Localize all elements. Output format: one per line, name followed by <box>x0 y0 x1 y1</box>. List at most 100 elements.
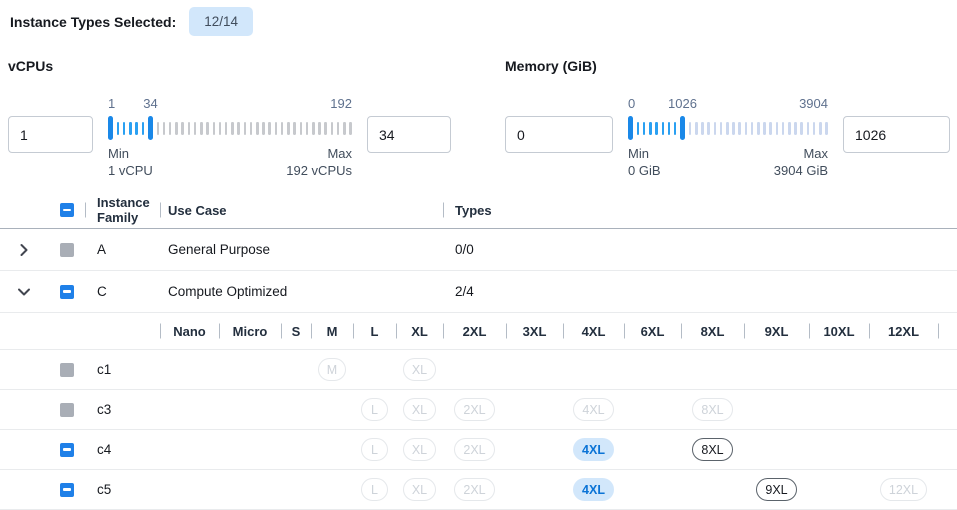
slider-tick <box>732 121 735 135</box>
memory-filter: Memory (GiB) 0 1026 3904 Min 0 GiB Max <box>505 58 950 179</box>
vcpu-min-input[interactable] <box>8 116 93 153</box>
slider-tick <box>788 121 791 135</box>
slider-tick <box>763 121 766 135</box>
memory-min-input[interactable] <box>505 116 613 153</box>
slider-tick <box>667 121 671 135</box>
size-chip-8xl: 8XL <box>692 398 733 421</box>
slider-tick <box>806 121 810 135</box>
vcpu-max-input[interactable] <box>367 116 451 153</box>
slider-tick <box>812 121 816 135</box>
size-column-label: 3XL <box>522 323 547 339</box>
types-column-header: Types <box>443 192 957 228</box>
slider-tick <box>287 121 290 135</box>
instance-checkbox[interactable] <box>59 442 74 457</box>
slider-tick <box>280 121 284 135</box>
slider-tick <box>162 121 166 135</box>
slider-handle-max[interactable] <box>147 116 153 140</box>
slider-tick <box>318 121 321 135</box>
family-checkbox <box>59 242 74 257</box>
size-column-label: Micro <box>232 323 268 339</box>
slider-tick <box>324 121 327 135</box>
slider-tick <box>231 121 234 135</box>
table-header-row: Instance Family Use Case Types <box>0 192 957 229</box>
vcpu-min-label: Min <box>108 146 129 161</box>
size-chip-m: M <box>317 358 347 381</box>
slider-tick <box>719 121 723 135</box>
memory-slider: 0 1026 3904 Min 0 GiB Max 3904 GiB <box>628 96 828 179</box>
memory-scale-low: 0 <box>628 96 636 111</box>
family-row-c: C Compute Optimized 2/4 <box>0 271 957 313</box>
size-column-label: 9XL <box>764 323 789 339</box>
slider-tick <box>175 121 178 135</box>
slider-tick <box>825 121 828 135</box>
slider-tick <box>122 121 126 135</box>
family-checkbox[interactable] <box>59 284 74 299</box>
slider-handle-min[interactable] <box>108 116 113 140</box>
memory-min-label: Min <box>628 146 649 161</box>
selected-count-bar: Instance Types Selected: 12/14 <box>10 7 254 36</box>
slider-tick <box>655 121 658 135</box>
size-column-6xl: 6XL <box>624 313 681 349</box>
size-column-label: 6XL <box>640 323 665 339</box>
instance-checkbox <box>59 362 74 377</box>
size-header-end-divider <box>938 313 950 349</box>
size-column-2xl: 2XL <box>443 313 506 349</box>
size-chip-4xl: 4XL <box>573 398 614 421</box>
size-chip-xl: XL <box>402 398 437 421</box>
size-chip-4xl[interactable]: 4XL <box>573 438 614 461</box>
size-column-12xl: 12XL <box>869 313 938 349</box>
slider-handle-min[interactable] <box>628 116 633 140</box>
size-column-label: L <box>370 323 379 339</box>
slider-tick <box>262 121 265 135</box>
vcpu-filter-title: vCPUs <box>8 58 54 74</box>
size-chip-9xl[interactable]: 9XL <box>756 478 797 501</box>
selected-count-badge: 12/14 <box>189 7 254 36</box>
slider-tick <box>744 121 748 135</box>
slider-tick <box>168 121 172 135</box>
collapse-chevron-icon[interactable] <box>16 283 33 300</box>
slider-tick <box>200 121 203 135</box>
family-name: C <box>97 284 107 299</box>
size-chip-xl: XL <box>402 478 437 501</box>
slider-tick <box>757 121 760 135</box>
select-all-cell <box>48 192 85 228</box>
slider-handle-max[interactable] <box>680 116 686 140</box>
memory-slider-track[interactable] <box>628 116 828 140</box>
size-column-nano: Nano <box>160 313 219 349</box>
slider-tick <box>193 121 197 135</box>
family-row-a: A General Purpose 0/0 <box>0 229 957 271</box>
slider-tick <box>293 121 296 135</box>
vcpu-max-value: 192 vCPUs <box>286 163 352 178</box>
size-chip-xl: XL <box>402 438 437 461</box>
size-column-label: M <box>326 323 338 339</box>
instance-checkbox[interactable] <box>59 482 74 497</box>
size-column-9xl: 9XL <box>744 313 809 349</box>
slider-tick <box>274 121 278 135</box>
slider-tick <box>769 121 772 135</box>
vcpu-slider-scale: 1 34 192 <box>108 96 352 113</box>
slider-tick <box>800 121 803 135</box>
instance-row-c4: c4 L XL 2XL 4XL 8XL <box>0 430 957 470</box>
slider-tick <box>243 121 247 135</box>
size-column-label: 8XL <box>700 323 725 339</box>
vcpu-slider-track[interactable] <box>108 116 352 140</box>
memory-scale-high: 3904 <box>799 96 828 111</box>
size-chip-2xl: 2XL <box>454 438 495 461</box>
size-chip-8xl[interactable]: 8XL <box>692 438 733 461</box>
slider-tick <box>330 121 334 135</box>
vcpu-min-value: 1 vCPU <box>108 163 153 178</box>
memory-max-input[interactable] <box>843 116 950 153</box>
expand-chevron-icon[interactable] <box>16 241 33 258</box>
memory-minmax: Min 0 GiB Max 3904 GiB <box>628 145 828 179</box>
instance-row-c1: c1 M XL <box>0 350 957 390</box>
size-column-label: 12XL <box>887 323 920 339</box>
slider-tick <box>141 121 145 135</box>
slider-tick <box>336 121 340 135</box>
slider-tick <box>249 121 253 135</box>
slider-tick <box>116 121 120 135</box>
select-all-checkbox[interactable] <box>59 203 74 217</box>
size-chip-4xl[interactable]: 4XL <box>573 478 614 501</box>
slider-tick <box>649 121 652 135</box>
slider-tick <box>129 121 132 135</box>
size-column-3xl: 3XL <box>506 313 563 349</box>
